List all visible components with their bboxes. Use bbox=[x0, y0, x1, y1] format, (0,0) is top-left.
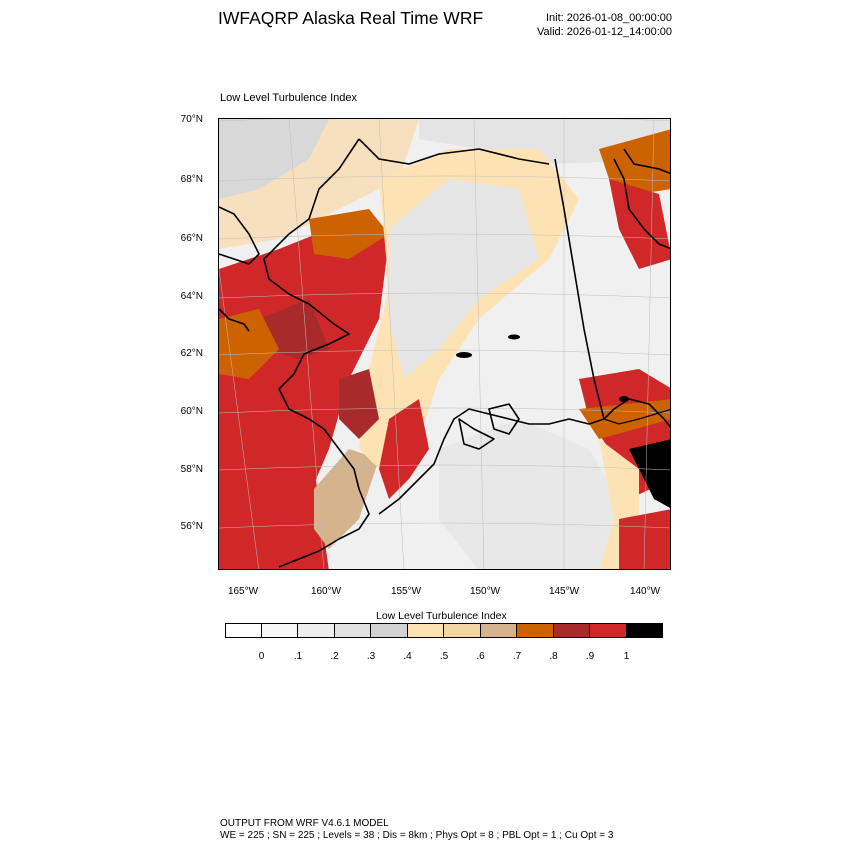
footer-model: OUTPUT FROM WRF V4.6.1 MODEL bbox=[220, 818, 389, 829]
lat-label-70: 70°N bbox=[180, 114, 203, 125]
field-orange-coast bbox=[219, 309, 279, 379]
lat-label-64: 64°N bbox=[180, 291, 203, 302]
colorbar-swatch-11 bbox=[626, 623, 663, 638]
coastline bbox=[219, 138, 670, 568]
lon-label-145: 145°W bbox=[548, 586, 580, 597]
colorbar bbox=[225, 623, 663, 638]
lat-label-58: 58°N bbox=[180, 464, 203, 475]
colorbar-swatch-0 bbox=[225, 623, 262, 638]
field-gray-gulf bbox=[439, 419, 619, 569]
field-red-south bbox=[379, 399, 429, 499]
colorbar-tick-label: .9 bbox=[585, 651, 595, 662]
valid-time: Valid: 2026-01-12_14:00:00 bbox=[537, 26, 672, 38]
colorbar-title: Low Level Turbulence Index bbox=[376, 610, 507, 622]
turbulence-map bbox=[219, 119, 670, 569]
colorbar-swatch-8 bbox=[517, 623, 554, 638]
field-orange-west bbox=[309, 209, 389, 259]
colorbar-tick-label: .1 bbox=[293, 651, 303, 662]
colorbar-swatch-6 bbox=[444, 623, 481, 638]
colorbar-tick-label: .7 bbox=[512, 651, 522, 662]
lon-label-160: 160°W bbox=[310, 586, 342, 597]
colorbar-tick-label: 0 bbox=[258, 651, 265, 662]
field-black-spot bbox=[456, 352, 472, 358]
colorbar-swatch-2 bbox=[298, 623, 335, 638]
lat-label-68: 68°N bbox=[180, 174, 203, 185]
canada-border bbox=[554, 158, 605, 420]
colorbar-tick-label: 1 bbox=[623, 651, 630, 662]
colorbar-swatch-7 bbox=[480, 623, 517, 638]
graticule bbox=[219, 119, 670, 569]
field-black-se bbox=[629, 439, 670, 508]
lon-label-155: 155°W bbox=[390, 586, 422, 597]
lon-label-150: 150°W bbox=[469, 586, 501, 597]
colorbar-tick-label: .2 bbox=[330, 651, 339, 662]
map-panel bbox=[218, 118, 671, 570]
main-title: IWFAQRP Alaska Real Time WRF bbox=[218, 8, 484, 28]
colorbar-tick-label: .6 bbox=[476, 651, 485, 662]
field-darkred-mid bbox=[339, 369, 379, 439]
colorbar-tick-label: .3 bbox=[366, 651, 376, 662]
panhandle-border bbox=[603, 408, 670, 425]
colorbar-swatch-4 bbox=[371, 623, 408, 638]
footer-config: WE = 225 ; SN = 225 ; Levels = 38 ; Dis … bbox=[220, 830, 614, 841]
colorbar-tick-label: .4 bbox=[403, 651, 412, 662]
field-tan-sw bbox=[314, 449, 379, 549]
lat-label-60: 60°N bbox=[180, 406, 203, 417]
lat-label-56: 56°N bbox=[180, 521, 203, 532]
lat-label-66: 66°N bbox=[180, 233, 203, 244]
colorbar-swatch-5 bbox=[407, 623, 444, 638]
field-black-spot-3 bbox=[619, 396, 629, 402]
field-gray-nw bbox=[219, 119, 329, 199]
lat-label-62: 62°N bbox=[180, 348, 203, 359]
field-black-spot-2 bbox=[508, 334, 520, 340]
colorbar-swatch-9 bbox=[553, 623, 590, 638]
init-time: Init: 2026-01-08_00:00:00 bbox=[546, 12, 672, 24]
lon-label-165: 165°W bbox=[227, 586, 259, 597]
field-red-sw bbox=[219, 379, 329, 569]
field-orange-ne bbox=[599, 129, 670, 194]
colorbar-swatch-3 bbox=[334, 623, 371, 638]
colorbar-swatch-1 bbox=[261, 623, 298, 638]
colorbar-tick-label: .5 bbox=[439, 651, 449, 662]
colorbar-swatch-10 bbox=[590, 623, 627, 638]
plot-title: Low Level Turbulence Index bbox=[220, 92, 357, 104]
colorbar-tick-label: .8 bbox=[549, 651, 558, 662]
lon-label-140: 140°W bbox=[629, 586, 661, 597]
field-gray-interior bbox=[389, 179, 539, 379]
